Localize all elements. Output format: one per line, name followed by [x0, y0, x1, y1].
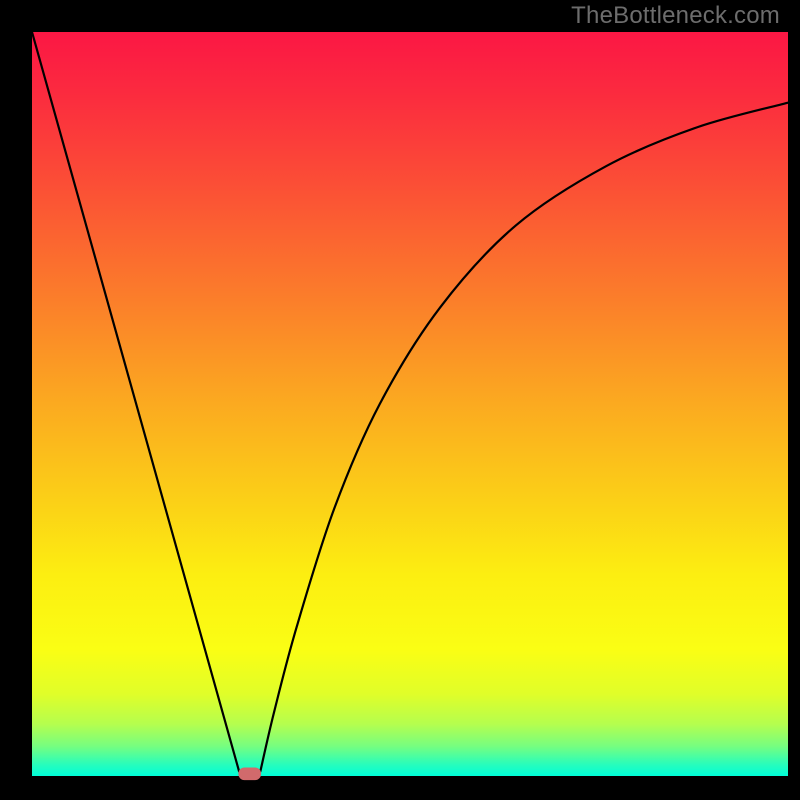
- bottleneck-marker: [238, 767, 261, 780]
- outer-frame: TheBottleneck.com: [0, 0, 800, 800]
- watermark-text: TheBottleneck.com: [571, 2, 780, 30]
- gradient-background: [32, 32, 788, 776]
- bottleneck-chart: [0, 0, 800, 800]
